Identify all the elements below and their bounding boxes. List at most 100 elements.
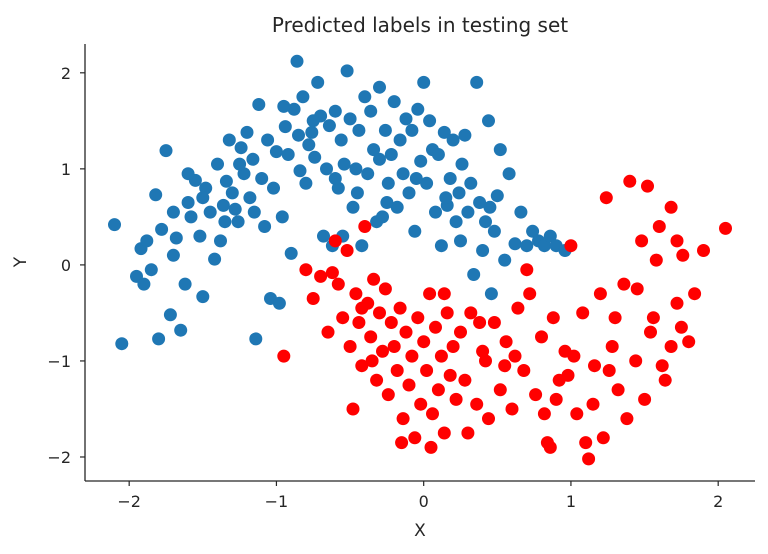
data-point (454, 325, 467, 339)
data-point (306, 292, 320, 305)
data-point (381, 388, 395, 402)
data-point (437, 287, 451, 301)
data-point (343, 112, 357, 126)
data-point (299, 263, 313, 277)
data-point (278, 120, 292, 134)
data-point (429, 320, 442, 334)
data-point (184, 210, 198, 224)
data-point (269, 145, 283, 159)
data-point (664, 340, 678, 353)
data-point (437, 426, 451, 440)
data-point (390, 364, 404, 377)
data-point (520, 263, 534, 277)
data-point (526, 224, 540, 238)
y-tick-label: −2 (47, 448, 71, 467)
data-point (414, 154, 428, 168)
data-point (446, 133, 460, 147)
data-point (470, 397, 484, 411)
data-point (193, 229, 207, 243)
data-point (420, 176, 434, 190)
data-point (417, 75, 431, 89)
data-point (352, 123, 366, 137)
data-point (381, 176, 395, 190)
data-point (373, 306, 386, 320)
data-point (169, 231, 183, 245)
data-point (364, 104, 378, 118)
data-point (455, 157, 469, 171)
data-point (396, 167, 410, 181)
data-point (395, 436, 409, 450)
data-point (498, 253, 512, 267)
data-point (343, 340, 357, 353)
data-point (586, 397, 600, 411)
data-point (384, 148, 398, 161)
data-point (390, 200, 404, 214)
y-tick-label: 2 (61, 64, 71, 83)
data-point (196, 290, 210, 304)
data-point (431, 383, 445, 397)
data-point (426, 407, 439, 421)
data-point (384, 316, 398, 329)
data-point (434, 349, 448, 363)
data-point (439, 191, 453, 205)
data-point (487, 224, 501, 238)
data-point (570, 407, 584, 421)
data-point (247, 205, 261, 219)
data-point (373, 152, 386, 166)
data-point (493, 143, 507, 157)
data-point (231, 215, 245, 229)
data-point (490, 189, 504, 203)
data-point (498, 359, 512, 373)
data-point (387, 340, 401, 353)
data-point (579, 436, 593, 450)
data-point (214, 234, 227, 248)
data-point (479, 215, 492, 229)
data-point (178, 277, 192, 291)
data-point (350, 186, 364, 200)
data-point (473, 196, 487, 209)
data-point (306, 114, 320, 128)
data-point (320, 162, 333, 176)
data-point (464, 176, 478, 190)
data-point (546, 311, 560, 325)
data-point (293, 164, 307, 178)
data-point (336, 311, 350, 325)
data-point (252, 98, 266, 111)
data-point (652, 220, 666, 233)
data-point (429, 205, 442, 219)
y-tick-label: −1 (47, 352, 71, 371)
data-point (305, 125, 319, 139)
data-point (340, 64, 354, 78)
data-point (355, 239, 369, 253)
data-point (670, 234, 684, 248)
data-point (537, 239, 551, 253)
data-point (431, 148, 445, 161)
data-point (409, 172, 423, 185)
series-0 (108, 54, 572, 351)
data-point (405, 349, 419, 363)
data-point (543, 440, 557, 454)
data-point (649, 253, 663, 267)
data-point (641, 179, 654, 193)
data-point (399, 112, 413, 126)
data-point (196, 191, 210, 205)
data-point (219, 174, 233, 188)
data-point (277, 99, 291, 113)
data-point (393, 301, 407, 315)
data-point (508, 237, 522, 251)
data-point (267, 181, 280, 195)
data-point (411, 311, 425, 325)
data-point (358, 90, 372, 104)
data-point (483, 200, 497, 214)
data-point (311, 75, 325, 89)
chart-title: Predicted labels in testing set (272, 13, 568, 37)
data-point (243, 191, 257, 205)
data-point (676, 248, 690, 262)
data-point (159, 144, 173, 158)
data-point (402, 186, 416, 200)
data-point (658, 373, 672, 387)
data-point (365, 354, 379, 368)
data-point (484, 287, 498, 301)
data-point (608, 311, 622, 325)
